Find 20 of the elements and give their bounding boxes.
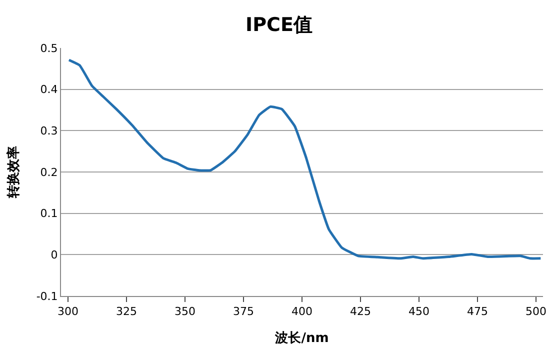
chart-title: IPCE值	[246, 14, 312, 36]
line-series	[68, 58, 542, 260]
x-tick-label: 475	[466, 305, 488, 318]
x-tick-label: 325	[116, 305, 138, 318]
x-tick-label: 350	[174, 305, 196, 318]
y-tick-label: -0.1	[36, 290, 58, 303]
x-tick-label: 450	[408, 305, 430, 318]
x-tick-label: 400	[292, 305, 312, 318]
y-tick-label: 0.3	[40, 124, 58, 138]
x-tick-label: 425	[350, 305, 371, 318]
x-tick-label: 500	[525, 305, 546, 318]
y-tick-label: 0	[50, 248, 58, 262]
x-axis-title: 波长/nm	[274, 330, 329, 346]
x-tick-label: 375	[233, 305, 254, 318]
y-tick-label: 0.5	[40, 42, 58, 55]
y-tick-label: 0.1	[40, 207, 58, 220]
x-tick-label: 300	[58, 305, 79, 318]
y-tick-label: 0.4	[40, 83, 58, 96]
y-axis-title: 转换效率	[5, 146, 22, 199]
y-tick-label: 0.2	[40, 166, 58, 179]
